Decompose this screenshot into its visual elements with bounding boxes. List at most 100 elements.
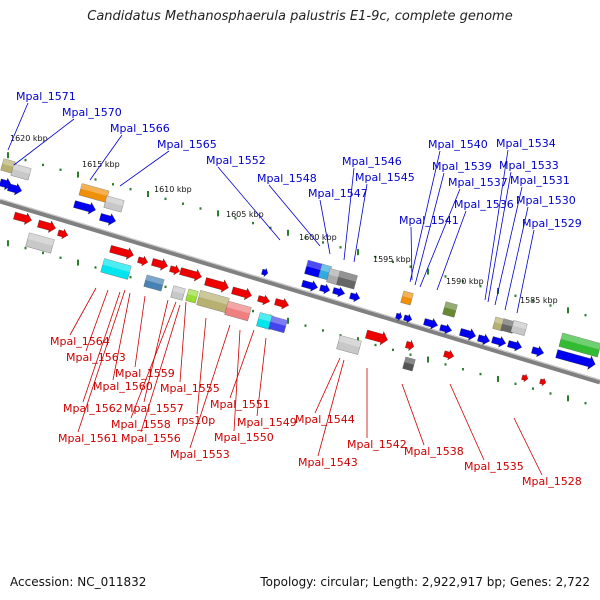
bottom-strand-gene-label: Mpal_1557 — [124, 402, 184, 415]
gene-feature — [196, 290, 230, 313]
top-strand-gene-label: Mpal_1566 — [110, 122, 170, 135]
gene-arrow — [13, 211, 32, 225]
gene-box — [170, 285, 186, 301]
gene-feature — [539, 377, 547, 387]
gene-shine — [338, 335, 362, 348]
top-label-leader — [319, 199, 331, 255]
gene-feature — [402, 356, 416, 372]
bottom-label-leader — [513, 417, 543, 476]
gene-arrow — [73, 200, 96, 215]
bottom-strand-gene-label: Mpal_1564 — [50, 335, 110, 348]
top-label-leader — [353, 183, 368, 263]
bottom-label-leader — [77, 289, 126, 433]
top-label-leader — [343, 167, 355, 261]
top-strand-gene-label: Mpal_1548 — [257, 172, 317, 185]
gene-feature — [143, 274, 165, 292]
gene-arrow — [531, 345, 544, 358]
top-label-leader — [419, 188, 461, 288]
bottom-strand-gene-label: rps10p — [177, 414, 215, 427]
bottom-strand-gene-label: Mpal_1553 — [170, 448, 230, 461]
gene-feature — [336, 335, 362, 355]
bottom-label-leader — [69, 287, 97, 336]
gene-arrow — [405, 339, 415, 352]
bottom-label-leader — [196, 317, 207, 415]
genome-summary-text: Topology: circular; Length: 2,922,917 bp… — [260, 575, 590, 589]
gene-box — [268, 315, 288, 334]
gene-arrow — [261, 267, 269, 278]
gene-arrow — [109, 245, 134, 260]
gene-box — [400, 290, 414, 306]
gene-feature — [336, 270, 358, 290]
gene-arrow — [169, 264, 181, 276]
gene-box — [10, 163, 32, 181]
top-label-leader — [414, 172, 445, 286]
top-strand-gene-label: Mpal_1541 — [399, 214, 459, 227]
gene-arrow — [443, 349, 455, 361]
top-strand-gene-label: Mpal_1552 — [206, 154, 266, 167]
gene-arrow — [137, 255, 149, 267]
top-strand-gene-label: Mpal_1530 — [516, 194, 576, 207]
bottom-strand-gene-label: Mpal_1556 — [121, 432, 181, 445]
gene-shine — [105, 195, 125, 206]
bottom-label-leader — [179, 301, 187, 383]
gene-arrow — [539, 377, 547, 387]
gene-arrow — [491, 336, 506, 348]
gene-feature — [531, 345, 544, 358]
gene-feature — [204, 277, 229, 293]
gene-feature — [443, 349, 455, 361]
accession-text: Accession: NC_011832 — [10, 575, 147, 589]
gene-shine — [404, 356, 416, 365]
gene-feature — [151, 258, 168, 271]
gene-shine — [270, 316, 288, 327]
gene-shine — [402, 290, 414, 299]
gene-shine — [306, 260, 324, 271]
gene-feature — [10, 163, 32, 181]
gene-box — [103, 195, 125, 213]
gene-arrow — [395, 311, 403, 322]
gene-arrow — [439, 323, 453, 335]
gene-box — [442, 301, 458, 318]
gene-feature — [13, 211, 32, 225]
gene-arrow — [365, 329, 388, 346]
bottom-strand-gene-label: Mpal_1542 — [347, 438, 407, 451]
bottom-strand-gene-label: Mpal_1535 — [464, 460, 524, 473]
scale-label: 1610 kbp — [154, 185, 192, 194]
bottom-label-leader — [229, 329, 255, 399]
gene-feature — [78, 183, 110, 203]
bottom-strand-gene-label: Mpal_1559 — [115, 367, 175, 380]
gene-arrow — [555, 349, 596, 370]
top-label-leader — [516, 229, 535, 314]
gene-shine — [338, 270, 358, 282]
top-label-leader — [119, 150, 170, 187]
gene-feature — [73, 200, 96, 215]
bottom-strand-gene-label: Mpal_1543 — [298, 456, 358, 469]
gene-box — [510, 320, 528, 336]
gene-feature — [405, 339, 415, 352]
gene-feature — [37, 219, 56, 233]
gene-shine — [512, 320, 528, 330]
gene-arrow — [477, 333, 490, 346]
top-strand-gene-label: Mpal_1545 — [355, 171, 415, 184]
gene-feature — [555, 349, 596, 370]
gene-box — [336, 335, 362, 355]
bottom-strand-gene-label: Mpal_1561 — [58, 432, 118, 445]
gene-shine — [2, 158, 16, 168]
gene-arrow — [204, 277, 229, 293]
gene-shine — [502, 318, 516, 328]
gene-feature — [439, 323, 453, 335]
gene-shine — [444, 301, 458, 311]
bottom-strand-gene-label: Mpal_1549 — [237, 416, 297, 429]
scale-label: 1585 kbp — [520, 296, 558, 305]
scale-label: 1590 kbp — [446, 277, 484, 286]
gene-feature — [268, 315, 288, 334]
bottom-strand-gene-label: Mpal_1550 — [214, 431, 274, 444]
gene-shine — [560, 332, 600, 350]
gene-arrow — [301, 279, 318, 292]
top-label-leader — [410, 226, 413, 281]
bottom-strand-gene-label: Mpal_1560 — [93, 380, 153, 393]
top-strand-gene-label: Mpal_1565 — [157, 138, 217, 151]
gene-arrow — [231, 286, 252, 301]
gene-feature — [319, 283, 331, 295]
gene-feature — [521, 373, 529, 383]
gene-feature — [477, 333, 490, 346]
